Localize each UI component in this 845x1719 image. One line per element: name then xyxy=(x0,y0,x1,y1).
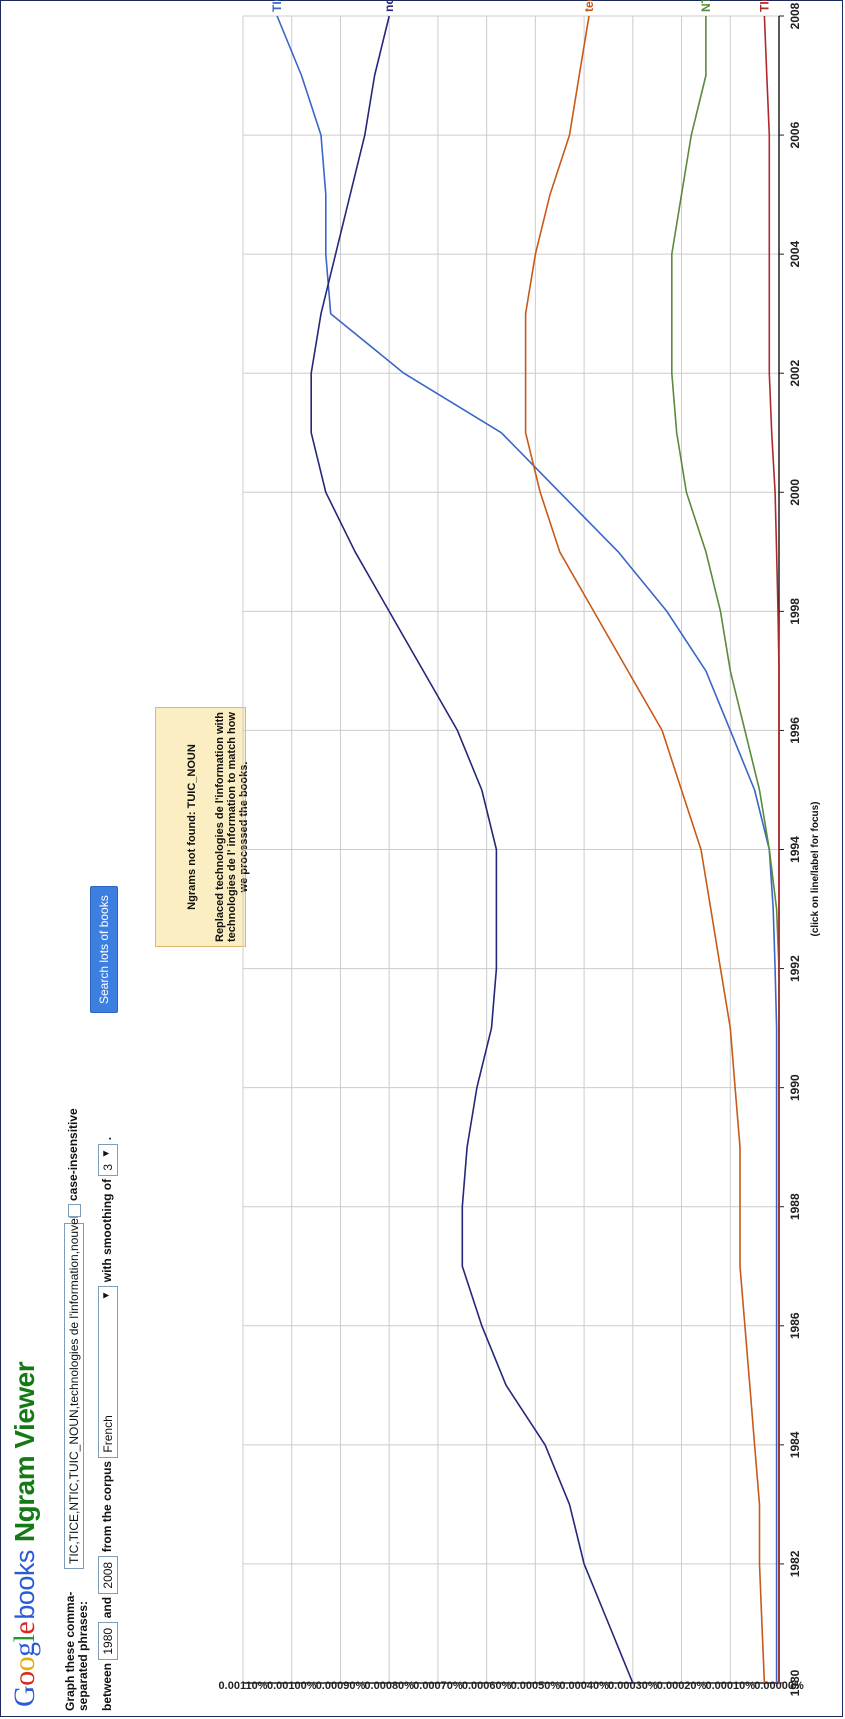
series-line xyxy=(310,15,634,1684)
x-tick-label: 2008 xyxy=(788,2,802,29)
y-tick-label: 0.00040% xyxy=(559,1680,609,1692)
y-tick-label: 0.00060% xyxy=(462,1680,512,1692)
x-tick-label: 1980 xyxy=(788,1669,802,1696)
y-tick-label: 0.00090% xyxy=(316,1680,366,1692)
x-tick-label: 1992 xyxy=(788,955,802,982)
series-label[interactable]: TIC xyxy=(270,0,284,12)
y-tick-label: 0.00020% xyxy=(657,1680,707,1692)
x-tick-label: 1994 xyxy=(788,836,802,863)
y-tick-label: 0.00100% xyxy=(267,1680,317,1692)
y-tick-label: 0.00110% xyxy=(219,1680,268,1692)
x-tick-label: 1998 xyxy=(788,598,802,625)
x-tick-label: 1986 xyxy=(788,1312,802,1339)
y-tick-label: 0.00010% xyxy=(705,1680,755,1692)
x-tick-label: 2004 xyxy=(788,240,802,267)
y-tick-label: 0.00050% xyxy=(511,1680,561,1692)
series-label[interactable]: technologies de l&#39; information xyxy=(582,0,596,12)
x-tick-label: 1990 xyxy=(788,1074,802,1101)
x-tick-label: 1996 xyxy=(788,717,802,744)
series-label[interactable]: TICE xyxy=(757,0,771,12)
x-tick-label: 2006 xyxy=(788,121,802,148)
series-line xyxy=(763,15,780,1683)
y-tick-label: 0.00070% xyxy=(413,1680,463,1692)
x-tick-label: 1984 xyxy=(788,1431,802,1458)
y-tick-label: 0.00080% xyxy=(364,1680,414,1692)
x-tick-label: 1982 xyxy=(788,1550,802,1577)
series-label[interactable]: NTIC xyxy=(699,0,713,12)
focus-hint: (click on line/label for focus) xyxy=(810,801,821,937)
x-tick-label: 1988 xyxy=(788,1193,802,1220)
series-line xyxy=(524,15,766,1684)
x-tick-label: 2000 xyxy=(788,479,802,506)
x-tick-label: 2002 xyxy=(788,360,802,387)
series-label[interactable]: nouvelles technologies xyxy=(382,0,396,12)
